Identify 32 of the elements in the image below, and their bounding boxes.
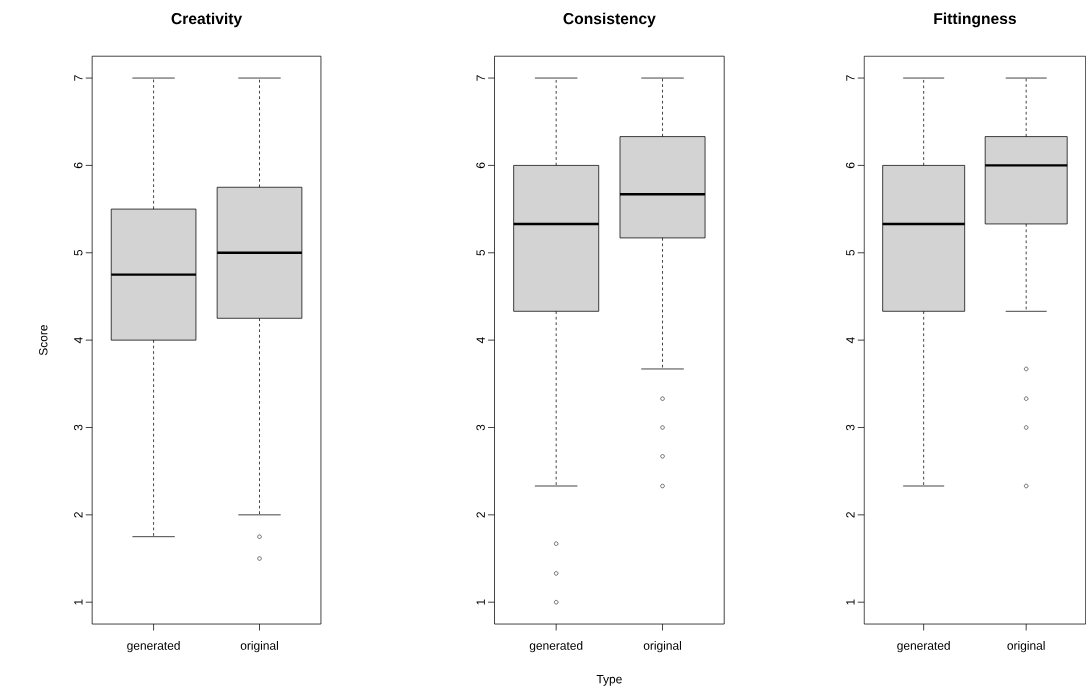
y-tick-label: 1 [74, 599, 83, 605]
y-tick-label: 6 [74, 162, 83, 168]
chart-title: Consistency [563, 12, 656, 28]
y-tick-label: 4 [846, 337, 855, 344]
y-tick-label: 5 [476, 249, 485, 256]
y-tick-label: 4 [476, 337, 485, 344]
y-tick-label: 2 [846, 511, 855, 518]
y-tick-label: 7 [846, 75, 855, 81]
x-tick-label: generated [897, 640, 950, 653]
y-tick-label: 7 [74, 75, 83, 81]
y-tick-label: 2 [476, 511, 485, 518]
y-tick-label: 7 [476, 75, 485, 81]
x-axis-title: Type [596, 674, 622, 686]
chart-title: Fittingness [934, 12, 1016, 28]
y-tick-label: 3 [476, 424, 485, 431]
y-tick-label: 4 [74, 337, 83, 344]
y-tick-label: 6 [846, 162, 855, 168]
y-tick-label: 6 [476, 162, 485, 168]
y-tick-label: 1 [846, 599, 855, 605]
y-tick-label: 3 [846, 424, 855, 431]
y-tick-label: 3 [74, 424, 83, 431]
x-tick-label: original [643, 640, 681, 653]
x-tick-label: original [240, 640, 278, 653]
y-tick-label: 1 [476, 599, 485, 605]
x-tick-label: generated [127, 640, 180, 653]
chart-title: Creativity [171, 12, 243, 28]
x-tick-label: generated [529, 640, 583, 653]
x-tick-label: original [1007, 640, 1045, 653]
y-axis-title: Score [39, 324, 48, 356]
y-tick-label: 5 [74, 249, 83, 256]
y-tick-label: 2 [74, 511, 83, 518]
y-tick-label: 5 [846, 249, 855, 256]
